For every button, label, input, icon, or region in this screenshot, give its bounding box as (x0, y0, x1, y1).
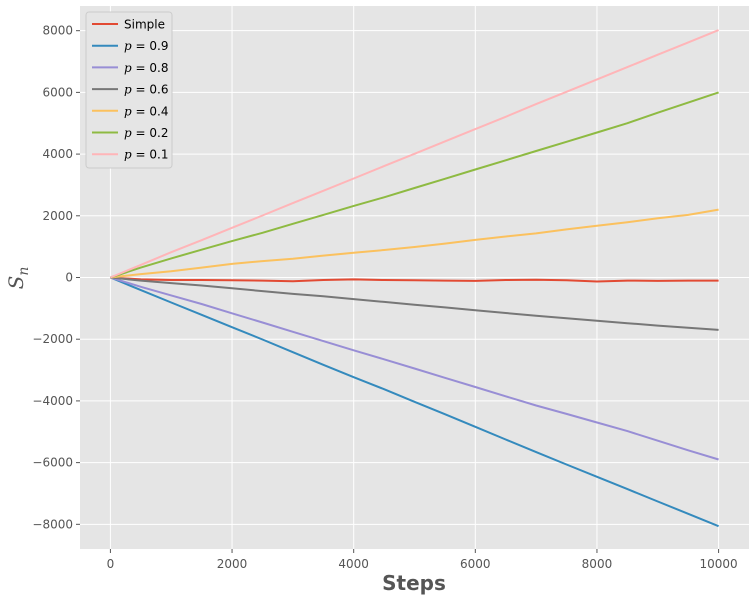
series-lines (110, 29, 719, 528)
series-line-1 (110, 276, 719, 528)
x-tick-label: 0 (107, 557, 115, 571)
y-tick-label: 6000 (42, 85, 73, 99)
grid (80, 6, 749, 549)
x-tick-label: 2000 (217, 557, 248, 571)
y-axis-label: Sn (4, 267, 32, 290)
y-tick-label: 0 (65, 271, 73, 285)
legend-entry: Simple (124, 18, 165, 32)
legend-entry: p = 0.2 (124, 126, 168, 140)
y-axis-label-subscript: n (16, 267, 32, 276)
legend: Simple p = 0.9 p = 0.8 p = 0.6 p = 0.4 p = 0.… (85, 11, 173, 169)
x-tick-label: 8000 (582, 557, 613, 571)
series-line-0 (110, 276, 719, 283)
y-tick-label: 8000 (42, 24, 73, 38)
y-tick-label: 2000 (42, 209, 73, 223)
y-axis-ticks: −8000 −6000 −4000 −2000 0 2000 4000 6000 8000 (32, 24, 80, 531)
y-tick-label: −4000 (32, 394, 73, 408)
legend-entry: p = 0.8 (124, 61, 168, 75)
series-line-4 (110, 208, 719, 279)
x-tick-label: 4000 (338, 557, 369, 571)
legend-entry: p = 0.9 (124, 39, 168, 53)
x-tick-label: 10000 (699, 557, 737, 571)
y-tick-label: −8000 (32, 517, 73, 531)
series-line-6 (110, 29, 719, 279)
y-axis-label-main: S (4, 276, 28, 290)
series-line-5 (110, 91, 719, 279)
series-line-2 (110, 276, 719, 461)
y-tick-label: −6000 (32, 456, 73, 470)
x-axis-label: Steps (382, 571, 446, 595)
svg-text:Sn: Sn (4, 267, 32, 290)
legend-entry: p = 0.6 (124, 83, 168, 97)
legend-entry: p = 0.4 (124, 104, 168, 118)
y-tick-label: 4000 (42, 147, 73, 161)
x-tick-label: 6000 (460, 557, 491, 571)
y-tick-label: −2000 (32, 332, 73, 346)
series-line-3 (110, 276, 719, 331)
legend-entry: p = 0.1 (124, 148, 168, 162)
legend-box (85, 11, 173, 169)
x-axis-ticks: 0 2000 4000 6000 8000 10000 (107, 549, 738, 571)
